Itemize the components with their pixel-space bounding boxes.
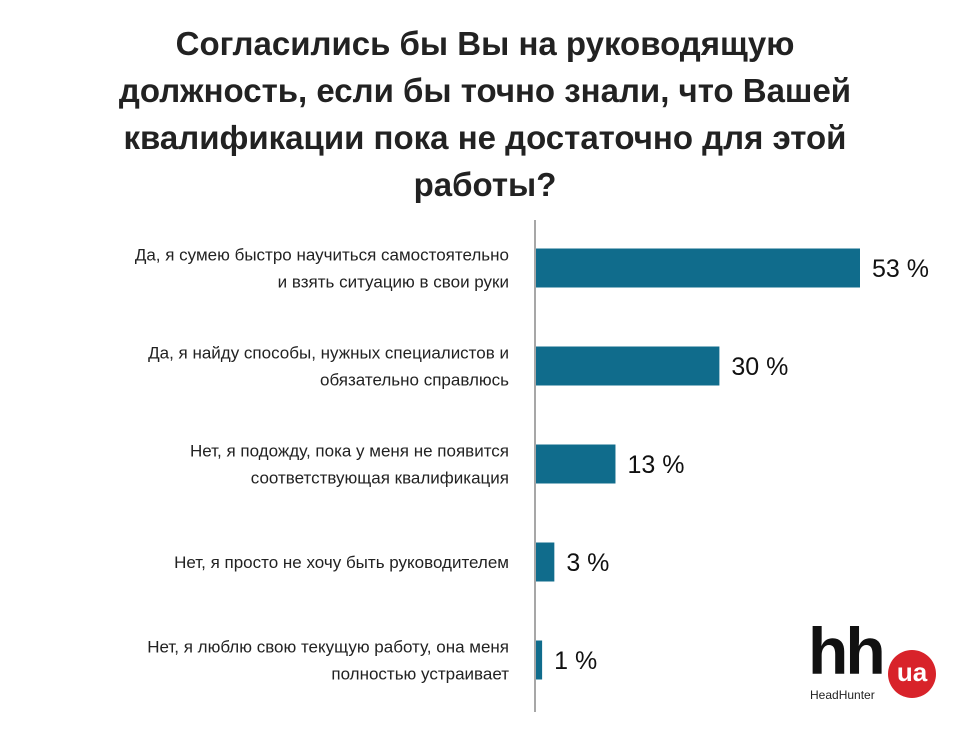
logo-badge: ua — [888, 650, 936, 698]
data-label: 30 % — [731, 353, 788, 381]
chart-title-line: Согласились бы Вы на руководящую — [175, 25, 795, 62]
category-label: соответствующая квалификация — [251, 469, 509, 488]
category-label: Да, я сумею быстро научиться самостоятел… — [135, 246, 509, 265]
bar — [536, 640, 543, 680]
category-label: Нет, я подожду, пока у меня не появится — [190, 442, 509, 461]
category-label: Нет, я просто не хочу быть руководителем — [174, 553, 509, 572]
logo-mark: hh — [808, 614, 886, 688]
data-label: 53 % — [872, 255, 929, 283]
data-label: 13 % — [627, 451, 684, 479]
category-label: и взять ситуацию в свои руки — [278, 273, 509, 292]
category-label: обязательно справлюсь — [320, 371, 509, 390]
logo-subtitle: HeadHunter — [810, 688, 875, 702]
bar — [536, 248, 860, 288]
chart-title-line: должность, если бы точно знали, что Ваше… — [118, 72, 852, 109]
data-label: 1 % — [554, 647, 597, 675]
category-label: Нет, я люблю свою текущую работу, она ме… — [147, 638, 509, 657]
chart-title-line: квалификации пока не достаточно для этой — [123, 119, 847, 156]
data-label: 3 % — [566, 549, 609, 577]
chart-title-line: работы? — [413, 166, 557, 203]
bar — [536, 346, 720, 386]
headhunter-logo: hh ua HeadHunter — [808, 618, 948, 712]
chart-title: Согласились бы Вы на руководящую должнос… — [60, 20, 910, 208]
bar — [536, 444, 616, 484]
category-label: Да, я найду способы, нужных специалистов… — [148, 344, 509, 363]
category-label: полностью устраивает — [331, 665, 509, 684]
bar — [536, 542, 555, 582]
